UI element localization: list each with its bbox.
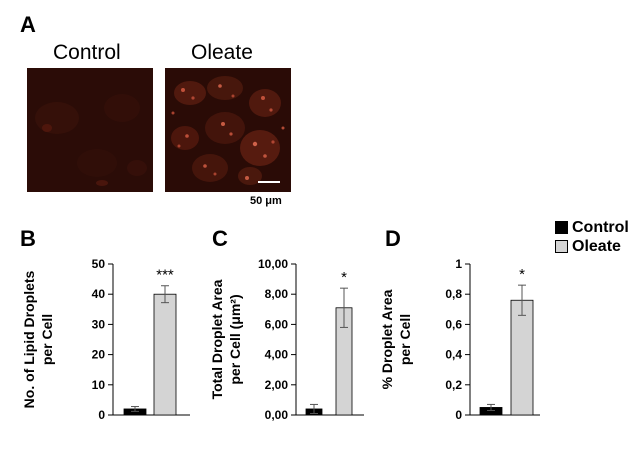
y-axis-label-line: % Droplet Area — [379, 289, 395, 389]
y-tick-label: 1 — [455, 257, 462, 271]
y-axis-label-line: per Cell — [397, 314, 413, 365]
y-axis-label: Total Droplet Area per Cell (μm²) — [209, 279, 243, 399]
y-tick-label: 0,8 — [445, 287, 462, 301]
bar-oleate — [153, 293, 177, 416]
y-tick-label: 10,00 — [258, 257, 288, 271]
y-axis-label: No. of Lipid Droplets per Cell — [21, 270, 55, 408]
chart-legend: Control Oleate — [555, 218, 629, 256]
oleate-micrograph — [165, 68, 291, 192]
y-tick-label: 0,00 — [265, 408, 289, 422]
chart-2: 0 0,2 0,4 0,6 0,8 1 * % Droplet Area per Cell — [379, 257, 540, 422]
chart-0: 0 10 20 30 40 50 *** No. of Lipid Droplets per C… — [21, 257, 190, 422]
significance-label: * — [341, 269, 347, 286]
legend-item-control: Control — [555, 218, 629, 237]
y-axis-label-line: Total Droplet Area — [209, 279, 225, 399]
y-tick-label: 30 — [92, 317, 106, 331]
y-axis-label-line: per Cell — [39, 314, 55, 365]
legend-swatch-control — [555, 221, 568, 234]
control-image-label: Control — [53, 41, 121, 64]
scale-bar — [258, 181, 280, 183]
y-tick-label: 4,00 — [265, 348, 289, 362]
panel-d-letter: D — [385, 226, 401, 251]
y-axis-label-line: No. of Lipid Droplets — [21, 270, 37, 408]
panel-a-letter: A — [20, 12, 36, 37]
y-axis-label-line: per Cell (μm²) — [227, 294, 243, 384]
y-axis-label: % Droplet Area per Cell — [379, 289, 413, 389]
y-tick-label: 40 — [92, 287, 106, 301]
legend-label-oleate: Oleate — [572, 237, 621, 255]
panel-c-letter: C — [212, 226, 228, 251]
y-tick-label: 0,4 — [445, 348, 462, 362]
scale-bar-label: 50 μm — [250, 195, 282, 207]
significance-label: * — [519, 266, 525, 283]
legend-item-oleate: Oleate — [555, 237, 629, 256]
significance-label: *** — [156, 267, 174, 284]
y-tick-label: 50 — [92, 257, 106, 271]
y-tick-label: 10 — [92, 378, 106, 392]
y-tick-label: 20 — [92, 348, 106, 362]
y-tick-label: 2,00 — [265, 378, 289, 392]
y-tick-label: 0,6 — [445, 317, 462, 331]
legend-swatch-oleate — [555, 240, 568, 253]
y-tick-label: 0 — [98, 408, 105, 422]
y-tick-label: 6,00 — [265, 317, 289, 331]
y-tick-label: 0,2 — [445, 378, 462, 392]
y-tick-label: 0 — [455, 408, 462, 422]
y-tick-label: 8,00 — [265, 287, 289, 301]
panel-b-letter: B — [20, 226, 36, 251]
legend-label-control: Control — [572, 218, 629, 236]
control-micrograph — [27, 68, 153, 192]
chart-1: 0,00 2,00 4,00 6,00 8,00 10,00 * Total Droplet … — [209, 257, 364, 422]
bar-oleate — [510, 299, 534, 416]
oleate-image-label: Oleate — [191, 41, 253, 64]
